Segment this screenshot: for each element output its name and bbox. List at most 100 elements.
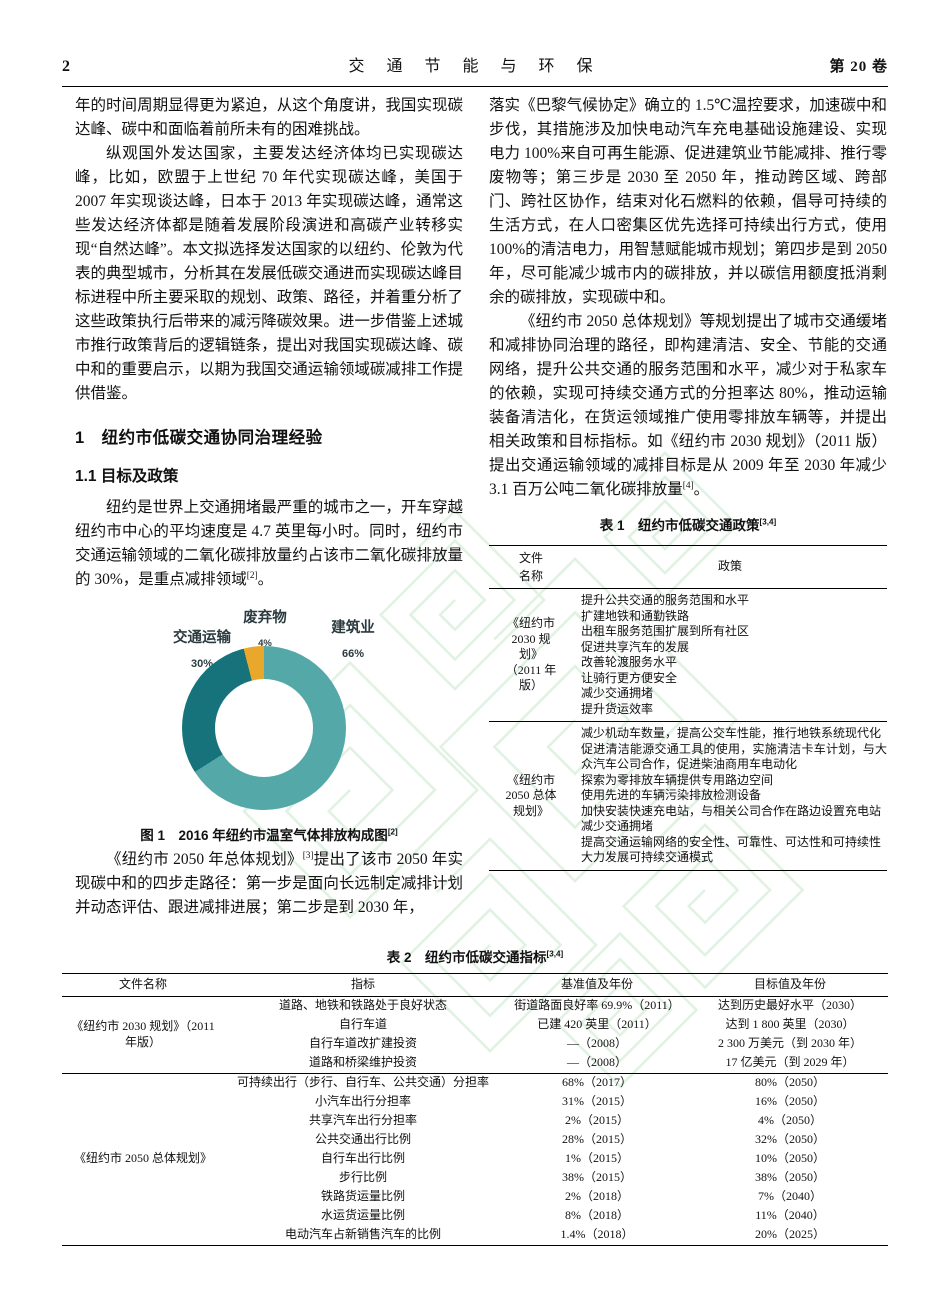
policy-item: 减少交通拥堵 <box>581 819 654 833</box>
chart-label-buildings: 建筑业 66% <box>313 616 393 666</box>
table2-title: 表 2 纽约市低碳交通指标[3,4] <box>386 949 564 965</box>
left-column: 年的时间周期显得更为紧迫，从这个角度讲，我国实现碳达峰、碳中和面临着前所未有的困… <box>75 94 463 920</box>
policies-cell: 减少机动车数量，提高公交车性能，推行地铁系统现代化 促进清洁能源交通工具的使用，… <box>573 722 887 871</box>
chart-label-waste: 废弃物 4% <box>227 606 303 656</box>
target-cell: 2 300 万美元（到 2030 年） <box>717 1036 862 1051</box>
bottom-section: 表 2 纽约市低碳交通指标[3,4] 文件名称 指标 基准值及年份 目标值及年份… <box>62 934 888 1246</box>
table-row: 小汽车出行分担率 31%（2015） 16%（2050） <box>62 1093 888 1112</box>
table-header-row: 文件名称 政策 <box>489 546 887 589</box>
header-rule <box>62 86 888 87</box>
table-row: 自行车出行比例 1%（2015） 10%（2050） <box>62 1150 888 1169</box>
target-cell: 38%（2050） <box>755 1170 825 1185</box>
donut-ring <box>182 646 346 810</box>
volume-label: 第 20 卷 <box>829 59 888 75</box>
policy-item: 促进共享汽车的发展 <box>581 639 690 654</box>
table-1: 文件名称 政策 《纽约市 2030 规划》（2011 年版） 提升公共交通的服务… <box>489 545 887 871</box>
baseline-cell: 28%（2015） <box>562 1132 632 1147</box>
chart-label-text: 交通运输 <box>173 630 231 646</box>
indicator-cell: 铁路货运量比例 <box>320 1189 405 1204</box>
indicator-cell: 自行车出行比例 <box>320 1151 405 1166</box>
paragraph-continuation: 年的时间周期显得更为紧迫，从这个角度讲，我国实现碳达峰、碳中和面临着前所未有的困… <box>75 97 463 138</box>
policy-item: 减少交通拥堵 <box>581 686 654 700</box>
doc-name-cell: 《纽约市 2030 规划》（2011 年版） <box>71 1019 215 1049</box>
table-row-group: 《纽约市 2050 总体规划》 减少机动车数量，提高公交车性能，推行地铁系统现代… <box>489 721 887 871</box>
table-header-row: 文件名称 指标 基准值及年份 目标值及年份 <box>62 974 888 996</box>
table-row: 步行比例 38%（2015） 38%（2050） <box>62 1169 888 1188</box>
figure-caption: 图 1 2016 年纽约市温室气体排放构成图[2] <box>140 827 398 843</box>
page-header: 2 交 通 节 能 与 环 保 第 20 卷 <box>62 52 888 76</box>
target-cell: 11%（2040） <box>755 1208 825 1223</box>
doc-name-cell: 《纽约市 2030 规划》（2011 年版） <box>489 589 573 722</box>
indicator-cell: 可持续出行（步行、自行车、公共交通）分担率 <box>236 1075 489 1090</box>
journal-title: 交 通 节 能 与 环 保 <box>348 58 602 75</box>
baseline-cell: —（2008） <box>566 1055 627 1070</box>
indicator-cell: 自行车道改扩建投资 <box>308 1036 417 1051</box>
policy-item: 促进清洁能源交通工具的使用，实施清洁卡车计划，与大众汽车公司合作，促进柴油商用车… <box>581 741 887 772</box>
indicator-cell: 公共交通出行比例 <box>314 1132 411 1147</box>
target-cell: 32%（2050） <box>755 1132 825 1147</box>
policy-item: 提升货运效率 <box>581 701 654 716</box>
target-cell: 7%（2040） <box>758 1189 822 1204</box>
indicator-cell: 共享汽车出行分担率 <box>308 1113 417 1128</box>
policy-item: 提升公共交通的服务范围和水平 <box>581 593 750 607</box>
baseline-cell: 1.4%（2018） <box>560 1227 634 1242</box>
chart-label-value: 66% <box>341 648 365 660</box>
policy-item: 扩建地铁和通勤铁路 <box>581 608 690 623</box>
doc-name-cell: 《纽约市 2050 总体规划》 <box>489 722 573 871</box>
indicator-cell: 步行比例 <box>338 1170 387 1185</box>
table-header-cell: 指标 <box>350 977 375 991</box>
doc-name: 《纽约市 2050 总体规划》 <box>505 772 557 818</box>
subsection-heading: 1.1 目标及政策 <box>75 468 179 485</box>
table-row: 公共交通出行比例 28%（2015） 32%（2050） <box>62 1131 888 1150</box>
indicator-cell: 小汽车出行分担率 <box>314 1094 411 1109</box>
target-cell: 16%（2050） <box>755 1094 825 1109</box>
table-row: 共享汽车出行分担率 2%（2015） 4%（2050） <box>62 1112 888 1131</box>
section-heading: 1 纽约市低碳交通协同治理经验 <box>75 429 323 447</box>
baseline-cell: 31%（2015） <box>562 1094 632 1109</box>
policy-item: 加快安装快速充电站，与相关公司合作在路边设置充电站 <box>581 803 882 818</box>
target-cell: 达到 1 800 英里（2030） <box>725 1017 855 1032</box>
policy-item: 探索为零排放车辆提供专用路边空间 <box>581 772 774 787</box>
target-cell: 4%（2050） <box>758 1113 822 1128</box>
baseline-cell: 已建 420 英里（2011） <box>537 1017 657 1032</box>
table-row: 铁路货运量比例 2%（2018） 7%（2040） <box>62 1188 888 1207</box>
paragraph-overview: 纵观国外发达国家，主要发达经济体均已实现碳达峰，比如，欧盟于上世纪 70 年代实… <box>75 145 463 402</box>
table-header-cell: 基准值及年份 <box>560 977 633 991</box>
paragraph-steps: 落实《巴黎气候协定》确立的 1.5℃温控要求，加速碳中和步伐，其措施涉及加快电动… <box>489 97 887 306</box>
baseline-cell: —（2008） <box>566 1036 627 1051</box>
paragraph-plan2050: 《纽约市 2050 年总体规划》[3]提出了该市 2050 年实现碳中和的四步走… <box>75 850 463 916</box>
table-2: 文件名称 指标 基准值及年份 目标值及年份 《纽约市 2030 规划》（2011… <box>62 973 888 1246</box>
baseline-cell: 街道路面良好率 69.9%（2011） <box>514 998 680 1013</box>
figure-1: 交通运输 30% 废弃物 4% 建筑业 66% <box>75 604 463 816</box>
baseline-cell: 2%（2015） <box>565 1113 629 1128</box>
policy-item: 减少机动车数量，提高公交车性能，推行地铁系统现代化 <box>581 726 882 740</box>
right-column: 落实《巴黎气候协定》确立的 1.5℃温控要求，加速碳中和步伐，其措施涉及加快电动… <box>489 94 887 871</box>
indicator-cell: 道路、地铁和铁路处于良好状态 <box>278 998 447 1013</box>
chart-label-text: 废弃物 <box>243 610 287 626</box>
table-row: 电动汽车占新销售汽车的比例 1.4%（2018） 20%（2025） <box>62 1226 888 1246</box>
policies-cell: 提升公共交通的服务范围和水平 扩建地铁和通勤铁路 出租车服务范围扩展到所有社区 … <box>573 589 887 722</box>
donut-hole <box>215 679 313 777</box>
header-text: 文件名称 <box>518 551 543 583</box>
policy-item: 大力发展可持续交通模式 <box>581 850 714 864</box>
policy-item: 提高交通运输网络的安全性、可靠性、可达性和可持续性 <box>581 834 882 849</box>
target-cell: 80%（2050） <box>755 1075 825 1090</box>
policy-item: 改善轮渡服务水平 <box>581 655 678 669</box>
target-cell: 20%（2025） <box>755 1227 825 1242</box>
table-header-cell: 目标值及年份 <box>753 977 826 991</box>
doc-name-cell: 《纽约市 2050 总体规划》 <box>73 1151 212 1166</box>
table-header-cell: 政策 <box>717 559 742 574</box>
paragraph-congestion: 《纽约市 2050 总体规划》等规划提出了城市交通缓堵和减排协同治理的路径，即构… <box>489 313 887 498</box>
baseline-cell: 68%（2017） <box>562 1075 632 1090</box>
chart-label-text: 建筑业 <box>331 620 375 636</box>
table-header-cell: 文件名称 <box>118 977 167 991</box>
table1-title: 表 1 纽约市低碳交通政策[3,4] <box>599 517 777 533</box>
target-cell: 17 亿美元（到 2029 年） <box>725 1055 855 1070</box>
indicator-cell: 道路和桥梁维护投资 <box>308 1055 417 1070</box>
indicator-cell: 水运货运量比例 <box>320 1208 405 1223</box>
paragraph-newyork: 纽约是世界上交通拥堵最严重的城市之一，开车穿越纽约市中心的平均速度是 4.7 英… <box>75 499 463 588</box>
baseline-cell: 8%（2018） <box>565 1208 629 1223</box>
indicator-cell: 电动汽车占新销售汽车的比例 <box>284 1227 441 1242</box>
policy-item: 使用先进的车辆污染排放检测设备 <box>581 788 762 802</box>
